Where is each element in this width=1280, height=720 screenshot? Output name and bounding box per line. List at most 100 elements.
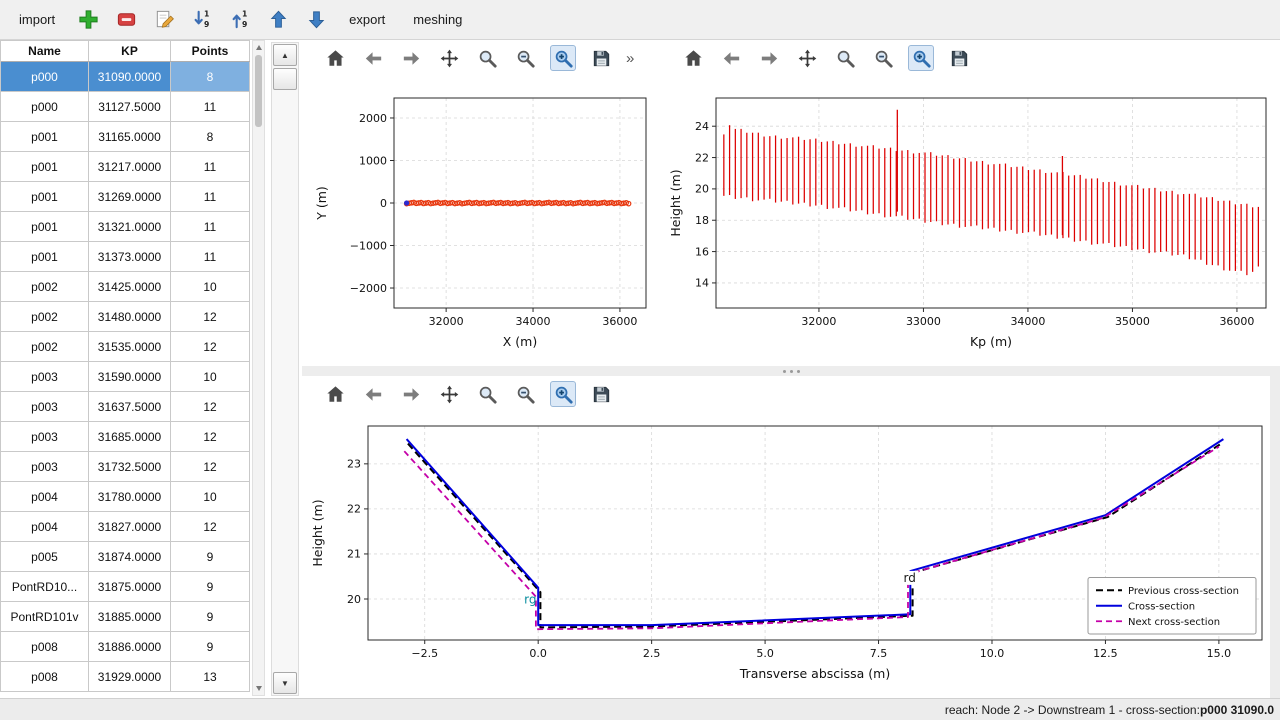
table-cell: 12 [171,512,250,541]
save-button[interactable] [946,45,972,71]
zoom-in-button[interactable] [550,45,576,71]
table-cell: 11 [171,152,250,181]
forward-button[interactable] [756,45,782,71]
import-button[interactable]: import [10,7,64,32]
save-button[interactable] [588,381,614,407]
table-scrollbar-thumb[interactable] [255,55,262,127]
table-cell: 9 [171,602,250,631]
column-header-kp[interactable]: KP [89,41,171,61]
forward-button[interactable] [398,45,424,71]
table-scrollbar[interactable] [252,40,265,696]
table-cell: 31217.0000 [89,152,171,181]
export-button[interactable]: export [340,7,394,32]
scroll-down-icon[interactable] [256,686,262,691]
table-row[interactable]: p001 31269.0000 11 [1,182,250,212]
pan-button[interactable] [794,45,820,71]
splitter-dot [782,369,786,373]
panel-scroll-down-button[interactable]: ▼ [273,672,297,694]
zoom-out-button[interactable] [512,381,538,407]
cross-section-panel: −2.5 0.0 2.5 5.0 7.5 10.0 12.5 15.0 20 21 22 23 Tran… [302,376,1280,698]
panel-scroll-up-button[interactable]: ▲ [273,44,297,66]
toolbar-overflow-button[interactable]: » [626,49,635,67]
table-cell: p003 [1,362,89,391]
zoom-out-button[interactable] [870,45,896,71]
table-row[interactable]: p001 31373.0000 11 [1,242,250,272]
zoom-out-button[interactable] [512,45,538,71]
horizontal-splitter[interactable] [302,366,1280,376]
back-icon [365,51,381,65]
home-button[interactable] [680,45,706,71]
home-button[interactable] [322,45,348,71]
pan-button[interactable] [436,381,462,407]
table-cell: p001 [1,152,89,181]
table-row[interactable]: p003 31590.0000 10 [1,362,250,392]
table-row[interactable]: p000 31127.5000 11 [1,92,250,122]
home-icon [326,49,344,66]
svg-text:Height (m): Height (m) [668,169,683,236]
table-row[interactable]: p003 31637.5000 12 [1,392,250,422]
back-button[interactable] [360,381,386,407]
table-row[interactable]: p001 31217.0000 11 [1,152,250,182]
meshing-button[interactable]: meshing [404,7,471,32]
svg-text:Previous cross-section: Previous cross-section [1128,586,1239,597]
svg-text:32000: 32000 [429,315,464,328]
back-button[interactable] [718,45,744,71]
svg-text:2000: 2000 [359,112,387,125]
right-scroll-strip[interactable] [1270,376,1280,698]
table-cell: 31373.0000 [89,242,171,271]
longitudinal-profile-chart[interactable]: 32000 33000 34000 35000 36000 14 16 18 20 22 24 Kp … [660,76,1280,366]
table-cell: p002 [1,302,89,331]
save-button[interactable] [588,45,614,71]
table-row[interactable]: p008 31929.0000 13 [1,662,250,692]
table-row[interactable]: p003 31685.0000 12 [1,422,250,452]
remove-cross-section-button[interactable] [112,6,140,34]
zoom-button[interactable] [474,381,500,407]
top-toolbar: import 1 9 1 9 export meshing [0,0,1280,40]
panel-scrollbar[interactable]: ▲ ▼ [271,42,299,696]
table-row[interactable]: p001 31321.0000 11 [1,212,250,242]
table-row[interactable]: p004 31780.0000 10 [1,482,250,512]
move-up-button[interactable] [264,6,292,34]
column-header-name[interactable]: Name [1,41,89,61]
back-button[interactable] [360,45,386,71]
table-row[interactable]: p002 31425.0000 10 [1,272,250,302]
zoom-in-button[interactable] [550,381,576,407]
table-row[interactable]: PontRD10... 31875.0000 9 [1,572,250,602]
column-header-points[interactable]: Points [171,41,250,61]
table-row[interactable]: p001 31165.0000 8 [1,122,250,152]
table-row[interactable]: p000 31090.0000 8 [1,62,250,92]
zoom-in-button[interactable] [908,45,934,71]
svg-text:Height (m): Height (m) [310,499,325,566]
svg-text:5.0: 5.0 [756,647,774,660]
table-cell: 12 [171,392,250,421]
plan-view-chart[interactable]: 32000 34000 36000 −2000 −1000 0 1000 2000 X (m) Y… [302,76,660,366]
add-cross-section-button[interactable] [74,6,102,34]
svg-text:Cross-section: Cross-section [1128,601,1195,612]
plan-view-toolbar: » [302,40,660,76]
edit-cross-section-button[interactable] [150,6,178,34]
move-down-button[interactable] [302,6,330,34]
table-row[interactable]: p005 31874.0000 9 [1,542,250,572]
table-cell: 31090.0000 [89,62,171,91]
table-row[interactable]: p002 31480.0000 12 [1,302,250,332]
table-row[interactable]: p004 31827.0000 12 [1,512,250,542]
cross-section-chart[interactable]: −2.5 0.0 2.5 5.0 7.5 10.0 12.5 15.0 20 21 22 23 Tran… [302,412,1270,698]
panel-scrollbar-thumb[interactable] [273,68,297,90]
table-row[interactable]: PontRD101v 31885.0000 9 [1,602,250,632]
table-row[interactable]: p003 31732.5000 12 [1,452,250,482]
table-row[interactable]: p008 31886.0000 9 [1,632,250,662]
zoom-button[interactable] [832,45,858,71]
table-cell: 31886.0000 [89,632,171,661]
zoom-button[interactable] [474,45,500,71]
save-icon [951,50,967,66]
move-up-icon [270,10,286,28]
home-button[interactable] [322,381,348,407]
scroll-up-icon[interactable] [256,45,262,50]
pan-button[interactable] [436,45,462,71]
table-row[interactable]: p002 31535.0000 12 [1,332,250,362]
table-cell: 31590.0000 [89,362,171,391]
save-icon [593,386,609,402]
forward-button[interactable] [398,381,424,407]
